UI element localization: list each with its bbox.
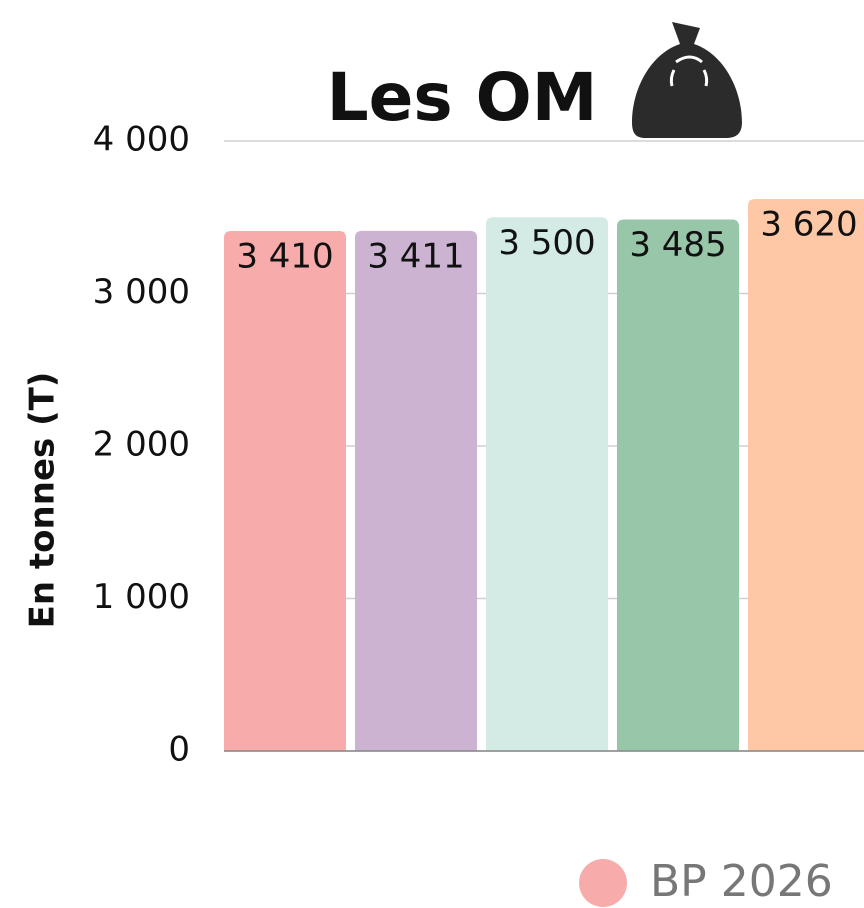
y-axis-title: En tonnes (T): [23, 372, 63, 629]
trash-bag-icon: [632, 22, 742, 138]
bar: [748, 198, 864, 751]
chart-title: Les OM: [327, 59, 598, 136]
legend-swatch: [579, 859, 627, 907]
bar: [486, 217, 608, 751]
y-tick-label: 1 000: [93, 577, 190, 617]
y-tick-label: 2 000: [93, 425, 190, 465]
value-label: 3 410: [236, 236, 333, 276]
y-tick-label: 0: [168, 730, 190, 770]
value-label: 3 500: [498, 223, 595, 263]
legend-label: BP 2026: [650, 856, 833, 907]
bar: [355, 230, 477, 751]
bar: [617, 219, 739, 752]
bar: [224, 230, 346, 752]
y-tick-label: 4 000: [93, 120, 190, 160]
value-label: 3 620: [760, 204, 857, 244]
value-label: 3 411: [367, 236, 464, 276]
value-label: 3 485: [629, 225, 726, 265]
y-tick-label: 3 000: [93, 272, 190, 312]
